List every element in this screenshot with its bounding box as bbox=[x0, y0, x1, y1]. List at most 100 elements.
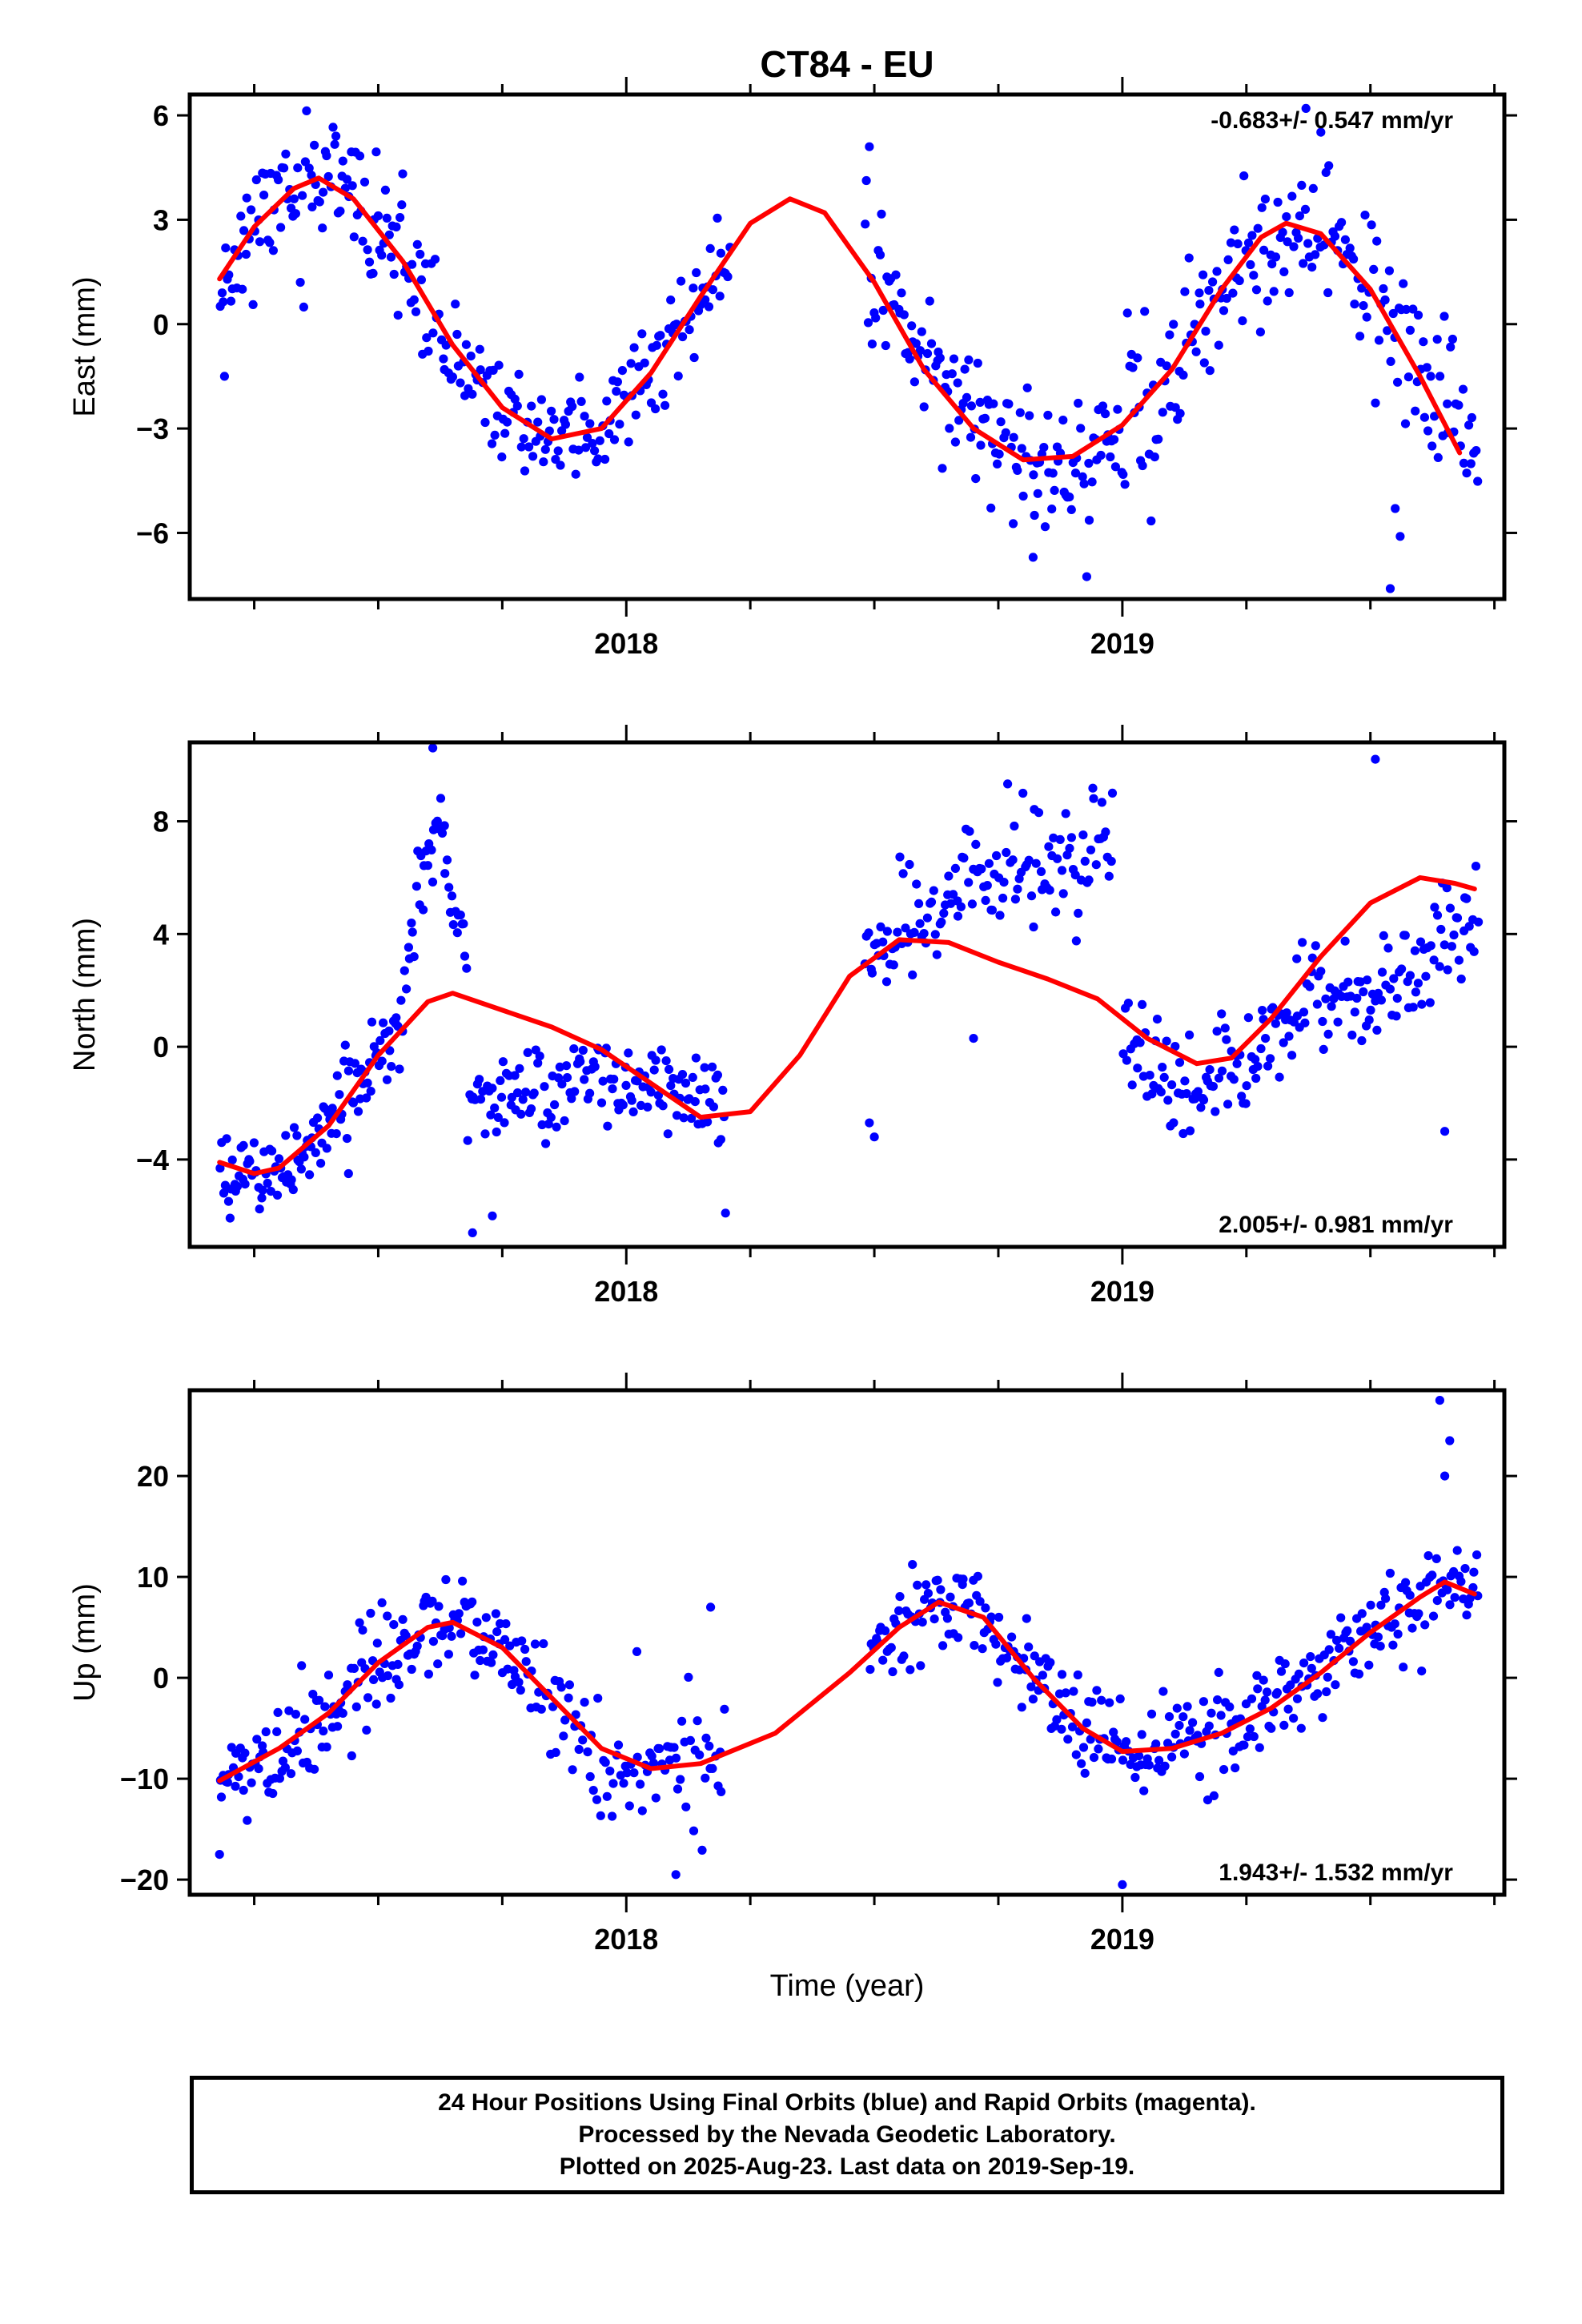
data-point bbox=[1147, 1089, 1157, 1099]
up-panel: 20 10 0 −10 −20 2018 2019 Up (mm) 1.943+/- 1.532… bbox=[68, 1373, 1517, 1956]
data-point bbox=[915, 346, 925, 356]
data-point bbox=[243, 1815, 252, 1825]
data-point bbox=[1436, 924, 1446, 935]
data-point bbox=[1231, 1763, 1240, 1773]
data-point bbox=[1359, 301, 1368, 311]
data-point bbox=[1087, 1697, 1097, 1707]
data-point bbox=[717, 1787, 726, 1796]
panels: 6 3 0 −3 −6 2018 2019 East (mm) -0.683+/- 0.547 … bbox=[68, 77, 1517, 1956]
data-point bbox=[349, 232, 359, 242]
data-point bbox=[349, 1663, 359, 1673]
data-point bbox=[241, 249, 251, 259]
data-point bbox=[382, 1075, 392, 1084]
data-point bbox=[966, 401, 976, 411]
data-point bbox=[992, 850, 1002, 861]
data-point bbox=[923, 1589, 933, 1598]
data-point bbox=[1118, 1880, 1127, 1889]
data-point bbox=[1165, 330, 1174, 340]
data-point bbox=[1070, 468, 1081, 478]
data-point bbox=[234, 1772, 243, 1782]
data-point bbox=[247, 205, 256, 215]
data-point bbox=[946, 899, 956, 908]
data-point bbox=[408, 927, 417, 937]
data-point bbox=[1098, 401, 1108, 411]
data-point bbox=[1275, 1072, 1284, 1082]
data-point bbox=[1376, 1600, 1386, 1610]
data-point bbox=[626, 359, 636, 368]
data-point bbox=[895, 852, 905, 862]
data-point bbox=[1467, 412, 1476, 423]
data-point bbox=[938, 464, 947, 473]
data-point bbox=[1195, 1771, 1205, 1782]
data-point bbox=[665, 1064, 674, 1074]
data-point bbox=[886, 1642, 896, 1652]
data-point bbox=[1423, 1551, 1433, 1561]
data-point bbox=[1066, 505, 1076, 515]
data-point bbox=[1223, 255, 1233, 264]
data-point bbox=[423, 861, 433, 870]
data-point bbox=[1241, 1099, 1251, 1108]
data-point bbox=[905, 354, 914, 364]
data-point bbox=[863, 318, 873, 328]
data-point bbox=[1251, 1055, 1260, 1064]
data-point bbox=[1038, 1671, 1047, 1680]
data-point bbox=[655, 1743, 665, 1754]
data-point bbox=[921, 1580, 931, 1590]
data-point bbox=[1473, 476, 1483, 486]
data-point bbox=[1010, 895, 1020, 904]
data-point bbox=[1433, 452, 1443, 463]
data-point bbox=[537, 1120, 547, 1130]
data-point bbox=[245, 1156, 255, 1166]
data-point bbox=[1280, 1659, 1290, 1669]
data-point bbox=[964, 878, 974, 887]
data-point bbox=[1106, 856, 1116, 866]
data-point bbox=[462, 963, 472, 973]
data-point bbox=[1466, 459, 1476, 468]
data-point bbox=[1110, 462, 1120, 472]
data-point bbox=[284, 1706, 294, 1715]
data-point bbox=[556, 460, 565, 470]
data-point bbox=[1025, 411, 1034, 420]
data-point bbox=[1013, 884, 1022, 894]
data-point bbox=[1369, 264, 1379, 274]
data-point bbox=[486, 1110, 496, 1120]
data-point bbox=[296, 1164, 306, 1174]
data-point bbox=[1203, 1795, 1213, 1805]
data-point bbox=[411, 307, 421, 316]
data-point bbox=[508, 1679, 517, 1690]
data-point bbox=[1073, 1670, 1082, 1680]
data-point bbox=[949, 890, 958, 899]
data-point bbox=[396, 995, 406, 1005]
data-point bbox=[416, 275, 427, 284]
data-point bbox=[1447, 942, 1456, 951]
data-point bbox=[274, 1154, 284, 1164]
data-point bbox=[1196, 1103, 1206, 1112]
data-point bbox=[1115, 1694, 1125, 1703]
data-point bbox=[1214, 340, 1223, 350]
data-point bbox=[969, 1034, 978, 1043]
data-point bbox=[559, 1731, 568, 1741]
data-point bbox=[689, 1826, 699, 1835]
data-point bbox=[1233, 239, 1243, 249]
data-point bbox=[596, 1811, 605, 1820]
data-point bbox=[1299, 1659, 1309, 1668]
y-tick-label: −6 bbox=[136, 517, 169, 549]
data-point bbox=[930, 930, 940, 939]
data-point bbox=[1307, 263, 1317, 272]
data-point bbox=[515, 1063, 524, 1073]
data-point bbox=[1082, 1718, 1091, 1727]
data-point bbox=[1279, 267, 1289, 276]
data-point bbox=[456, 911, 465, 920]
data-point bbox=[510, 394, 520, 404]
data-point bbox=[585, 419, 595, 428]
data-point bbox=[1271, 1019, 1280, 1028]
data-point bbox=[330, 139, 339, 149]
data-point bbox=[1273, 197, 1283, 207]
data-point bbox=[585, 1088, 595, 1098]
data-point bbox=[510, 1071, 520, 1080]
data-point bbox=[261, 1727, 271, 1737]
data-point bbox=[631, 410, 640, 420]
data-point bbox=[258, 1185, 267, 1195]
data-point bbox=[1146, 1709, 1157, 1719]
data-point bbox=[1246, 259, 1255, 270]
